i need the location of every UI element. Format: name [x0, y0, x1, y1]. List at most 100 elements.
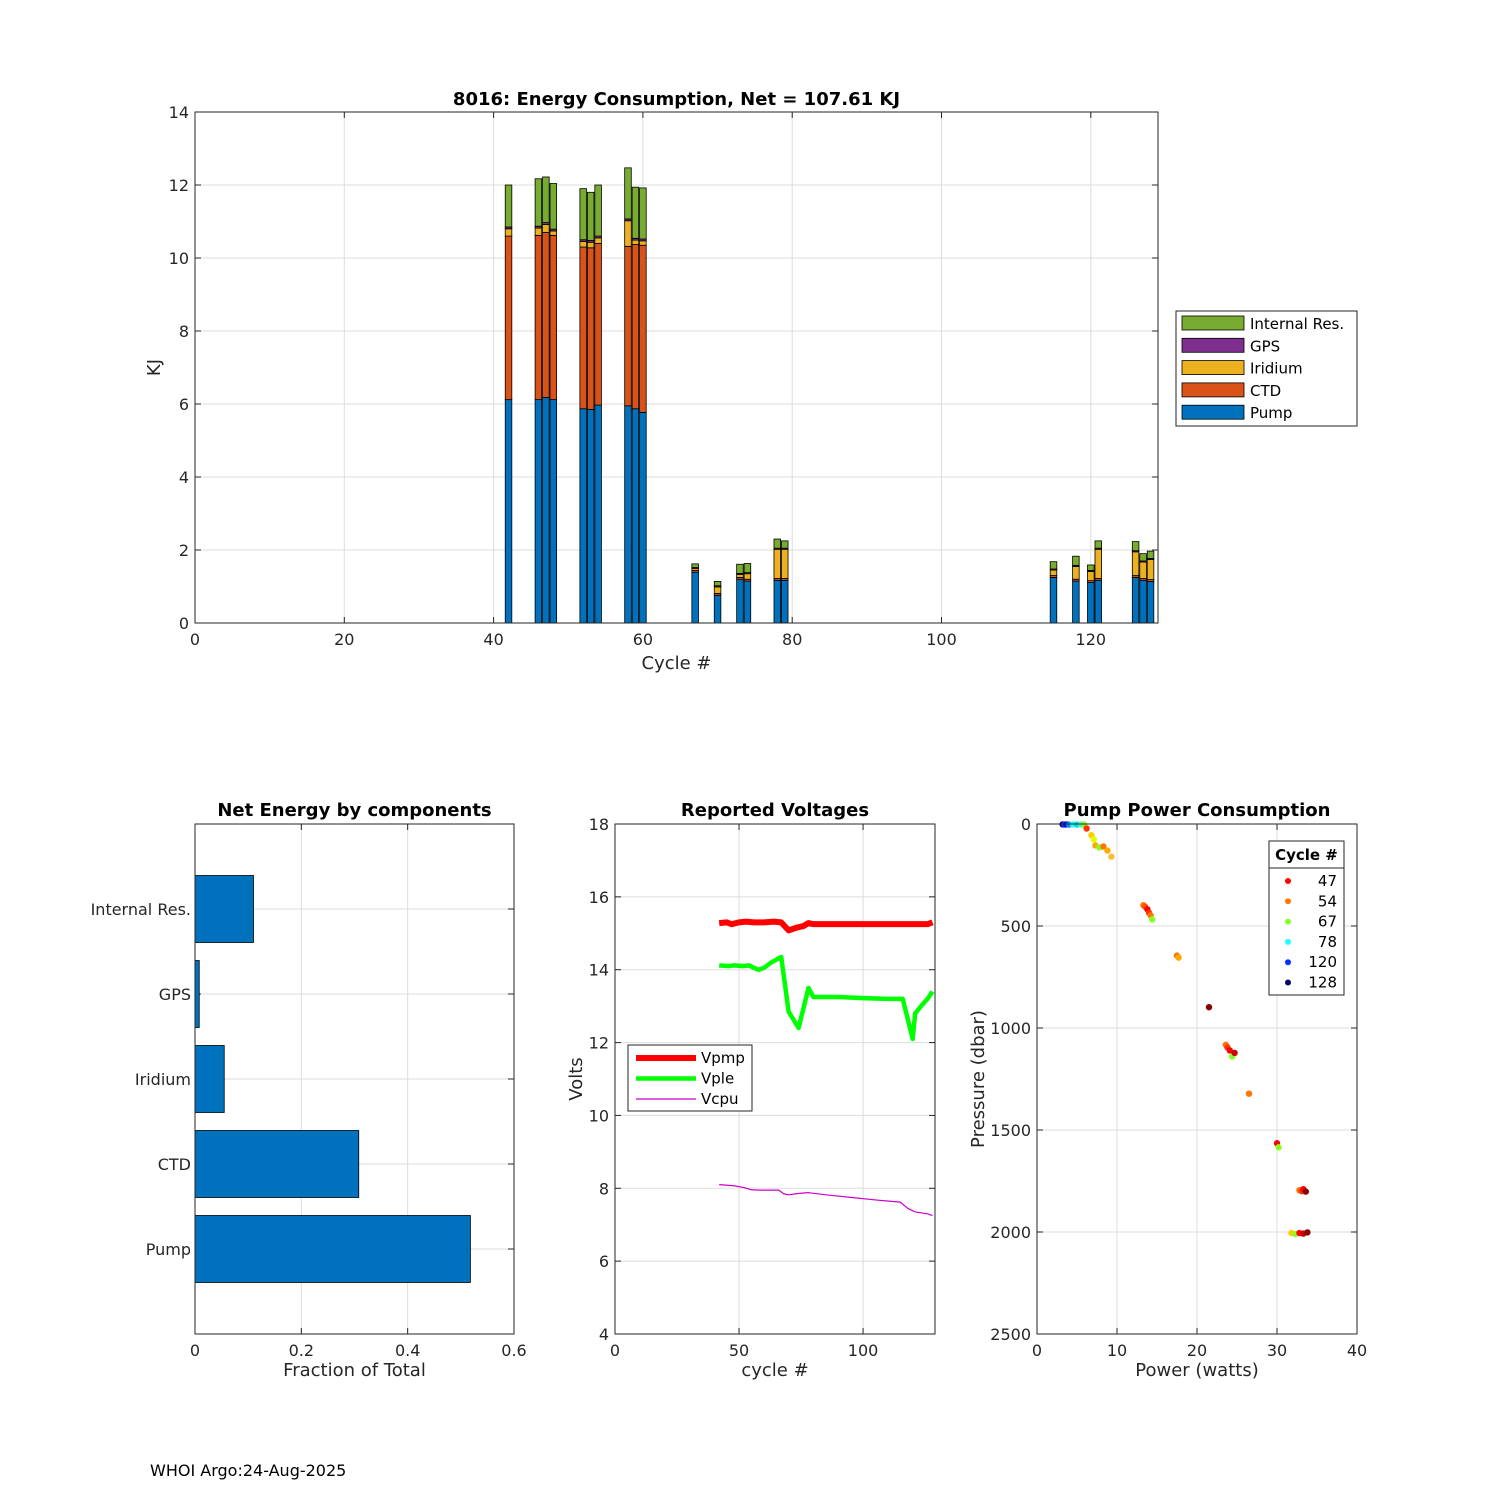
fraction-xtick-label: 0.4	[395, 1341, 420, 1360]
fraction-bar-gps	[194, 960, 200, 1028]
voltage-ytick-label: 12	[589, 1034, 609, 1053]
energy-bar-iridiumcycle-127	[1139, 561, 1147, 579]
energy-bar-internal-res-cycle-46	[534, 178, 543, 227]
energy-bar-internal-res-cycle-78	[773, 538, 781, 549]
energy-bar-pumpcycle-115	[1049, 576, 1058, 624]
energy-bar-iridiumcycle-46	[534, 227, 543, 236]
fraction-xtick-label: 0.6	[501, 1341, 526, 1360]
energy-bar-ctdcycle-47	[542, 232, 550, 398]
energy-xtick-label: 40	[483, 630, 503, 649]
energy-bar-pumpcycle-121	[1094, 579, 1102, 624]
energy-legend-swatch-0	[1181, 315, 1245, 331]
pump-ytick-label: 2000	[990, 1223, 1031, 1242]
energy-xtick-label: 100	[926, 630, 957, 649]
pump-legend-label-67: 67	[1318, 913, 1337, 931]
voltage-chart-title: Reported Voltages	[681, 800, 869, 821]
energy-bar-iridiumcycle-118	[1072, 566, 1080, 580]
pump-point	[1302, 1188, 1310, 1195]
fraction-bar-ctd	[194, 1130, 360, 1198]
voltage-line-vcpu	[719, 1184, 933, 1217]
pump-point	[1083, 825, 1090, 832]
energy-bar-internal-res-cycle-128	[1146, 550, 1155, 559]
voltage-ytick-label: 6	[599, 1252, 609, 1271]
voltage-xtick-label: 50	[729, 1341, 749, 1360]
energy-bar-internal-res-cycle-54	[594, 184, 602, 237]
energy-bar-pumpcycle-74	[743, 580, 752, 624]
pump-xtick-label: 10	[1107, 1341, 1127, 1360]
energy-legend-swatch-1	[1181, 337, 1245, 353]
energy-bar-internal-res-cycle-118	[1072, 555, 1080, 566]
pump-legend-marker-54	[1285, 898, 1291, 905]
energy-bar-ctdcycle-58	[624, 245, 632, 407]
pump-legend-label-47: 47	[1318, 872, 1337, 890]
energy-xtick-label: 0	[190, 630, 200, 649]
energy-bar-pumpcycle-60	[639, 411, 647, 624]
pump-chart-title: Pump Power Consumption	[1064, 800, 1331, 821]
pump-y-axis-label: Pressure (dbar)	[968, 1010, 989, 1148]
pump-point	[1304, 1229, 1311, 1236]
energy-bar-pumpcycle-54	[594, 404, 602, 624]
energy-bar-internal-res-cycle-73	[736, 563, 744, 574]
energy-bar-ctdcycle-53	[586, 247, 595, 410]
energy-ytick-label: 12	[169, 176, 189, 195]
energy-bar-pumpcycle-42	[504, 399, 513, 624]
energy-xtick-label: 120	[1076, 630, 1107, 649]
fraction-category-label: GPS	[159, 985, 191, 1004]
pump-point	[1231, 1049, 1238, 1057]
energy-bar-internal-res-cycle-79	[781, 540, 789, 549]
energy-ytick-label: 10	[169, 249, 189, 268]
energy-bar-pumpcycle-47	[542, 397, 550, 624]
pump-ytick-label: 0	[1021, 815, 1031, 834]
energy-bar-iridiumcycle-70	[713, 586, 722, 594]
pump-legend-marker-47	[1285, 878, 1291, 884]
pump-ytick-label: 2500	[990, 1325, 1031, 1344]
energy-bar-ctdcycle-52	[579, 246, 587, 410]
energy-bar-pumpcycle-53	[586, 409, 595, 624]
fraction-xtick-label: 0	[190, 1341, 200, 1360]
energy-bar-iridiumcycle-78	[773, 548, 781, 579]
energy-legend-label-2: Iridium	[1250, 360, 1303, 378]
fraction-category-label: Pump	[146, 1240, 191, 1259]
energy-bar-iridiumcycle-73	[736, 574, 744, 578]
energy-bar-iridiumcycle-74	[743, 573, 752, 580]
energy-bar-ctdcycle-59	[631, 244, 640, 410]
fraction-chart-title: Net Energy by components	[217, 800, 491, 821]
energy-legend-swatch-3	[1181, 382, 1245, 398]
energy-bar-pumpcycle-52	[579, 408, 587, 624]
energy-legend-label-3: CTD	[1250, 382, 1281, 400]
pump-point	[1090, 836, 1098, 843]
voltage-line-vple	[719, 954, 935, 1042]
pump-point	[1275, 1144, 1282, 1151]
voltage-box	[614, 823, 936, 1335]
fraction-box	[194, 823, 515, 1335]
energy-bar-iridiumcycle-53	[586, 241, 595, 249]
energy-bar-internal-res-cycle-59	[631, 186, 640, 239]
fraction-bar-pump	[194, 1215, 471, 1283]
voltage-ytick-label: 18	[589, 815, 609, 834]
energy-bar-iridiumcycle-79	[781, 548, 789, 579]
energy-bar-pumpcycle-128	[1146, 580, 1155, 624]
energy-bar-ctdcycle-46	[534, 234, 543, 401]
energy-y-axis-label: KJ	[144, 359, 165, 376]
energy-bar-pumpcycle-48	[549, 399, 558, 624]
pump-ytick-label: 500	[1000, 917, 1031, 936]
energy-bar-internal-res-cycle-74	[743, 563, 752, 574]
energy-bar-internal-res-cycle-126	[1131, 541, 1140, 552]
pump-point	[1226, 1047, 1234, 1054]
energy-bar-iridiumcycle-48	[549, 230, 558, 236]
energy-bar-iridiumcycle-128	[1146, 559, 1155, 580]
energy-bar-pumpcycle-126	[1131, 576, 1140, 624]
voltage-ytick-label: 4	[599, 1325, 609, 1344]
energy-bar-internal-res-cycle-115	[1049, 561, 1058, 570]
fraction-bar-internal-res-	[194, 875, 254, 943]
energy-bar-internal-res-cycle-52	[579, 188, 587, 241]
energy-bar-pumpcycle-67	[691, 571, 699, 624]
energy-bar-internal-res-cycle-48	[549, 183, 558, 230]
pump-xtick-label: 20	[1187, 1341, 1207, 1360]
fraction-category-label: Iridium	[135, 1070, 191, 1089]
energy-ytick-label: 0	[179, 614, 189, 633]
footer-stamp: WHOI Argo:24-Aug-2025	[150, 1461, 347, 1480]
energy-bar-ctdcycle-48	[549, 234, 558, 401]
energy-bar-iridiumcycle-115	[1049, 569, 1058, 576]
energy-bar-internal-res-cycle-120	[1087, 564, 1095, 571]
